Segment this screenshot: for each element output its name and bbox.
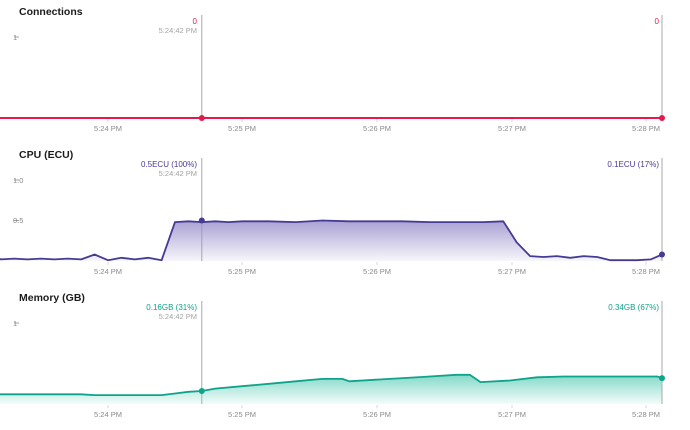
x-tick-label: 5:24 PM <box>94 124 122 133</box>
x-tick-label: 5:24 PM <box>94 267 122 276</box>
x-tick-label: 5:28 PM <box>632 124 660 133</box>
connections-chart[interactable] <box>0 0 690 143</box>
x-tick-label: 5:28 PM <box>632 410 660 419</box>
x-tick-label: 5:26 PM <box>363 410 391 419</box>
memory-chart[interactable] <box>0 286 690 429</box>
x-tick-label: 5:26 PM <box>363 124 391 133</box>
x-tick-label: 5:27 PM <box>498 410 526 419</box>
series-line <box>0 219 663 262</box>
x-tick-label: 5:27 PM <box>498 267 526 276</box>
cpu-panel: CPU (ECU) 1.0 0.5 0.5ECU (100%) 5:24:42 … <box>0 143 690 286</box>
series-area <box>0 220 662 261</box>
cpu-chart[interactable] <box>0 143 690 286</box>
latest-value-label: 0.34GB (67%) <box>608 303 659 312</box>
latest-value-label: 0 <box>654 17 659 26</box>
x-tick-label: 5:25 PM <box>228 267 256 276</box>
y-tick-label: 1.0 <box>13 176 24 185</box>
data-point-marker <box>198 217 205 224</box>
cursor-value-label: 0 <box>192 17 197 26</box>
x-tick-label: 5:27 PM <box>498 124 526 133</box>
x-tick-label: 5:26 PM <box>363 267 391 276</box>
data-point-marker <box>198 115 205 121</box>
data-point-marker <box>659 251 665 258</box>
data-point-marker <box>659 115 665 121</box>
cursor-time-label: 5:24:42 PM <box>158 169 197 178</box>
y-tick-label: 1 <box>13 319 18 328</box>
x-tick-label: 5:28 PM <box>632 267 660 276</box>
y-tick-label: 0.5 <box>13 216 24 225</box>
x-tick-label: 5:24 PM <box>94 410 122 419</box>
data-point-marker <box>198 388 205 395</box>
cursor-time-label: 5:24:42 PM <box>158 26 197 35</box>
y-tick-label: 1 <box>13 33 18 42</box>
series-line <box>0 373 663 396</box>
panel-title: CPU (ECU) <box>19 149 74 161</box>
cursor-value-label: 0.16GB (31%) <box>146 303 197 312</box>
latest-value-label: 0.1ECU (17%) <box>607 160 659 169</box>
x-tick-label: 5:25 PM <box>228 410 256 419</box>
connections-panel: Connections 1 0 5:24:42 PM 0 5:24 PM 5:2… <box>0 0 690 143</box>
memory-panel: Memory (GB) 1 0.16GB (31%) 5:24:42 PM 0.… <box>0 286 690 429</box>
panel-title: Connections <box>19 6 83 18</box>
x-tick-label: 5:25 PM <box>228 124 256 133</box>
cursor-value-label: 0.5ECU (100%) <box>140 160 197 169</box>
panel-title: Memory (GB) <box>19 292 85 304</box>
data-point-marker <box>659 375 665 382</box>
cursor-time-label: 5:24:42 PM <box>158 312 197 321</box>
